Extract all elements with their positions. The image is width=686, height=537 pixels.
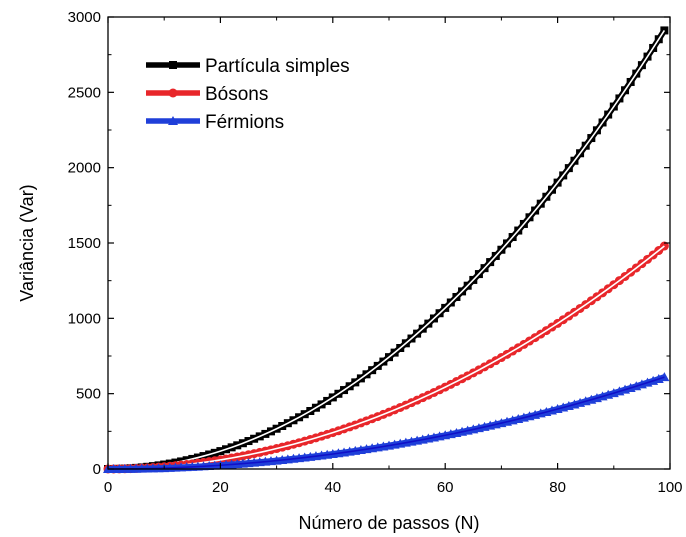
y-tick-label: 2500 [68, 84, 101, 101]
x-tick-label: 20 [212, 479, 229, 496]
fit-line [107, 245, 665, 470]
x-tick-label: 80 [549, 479, 566, 496]
fit-line [107, 29, 666, 470]
legend-label: Férmions [205, 112, 284, 133]
y-tick-label: 1500 [68, 235, 101, 252]
legend-label: Partícula simples [205, 56, 350, 77]
legend-marker [168, 88, 178, 98]
legend: Partícula simples Bósons Férmions [146, 56, 350, 133]
x-tick-label: 40 [324, 479, 341, 496]
y-tick-label: 1000 [68, 310, 101, 327]
y-tick-label: 0 [93, 461, 101, 478]
legend-label: Bósons [205, 84, 268, 105]
legend-marker [169, 61, 177, 69]
x-tick-label: 100 [657, 479, 682, 496]
x-tick-label: 0 [104, 479, 112, 496]
series-1 [103, 241, 669, 474]
data-point [659, 372, 670, 382]
fit-line [107, 376, 665, 470]
series-layer [103, 26, 670, 474]
x-axis-label: Número de passos (N) [298, 513, 479, 533]
y-tick-label: 3000 [68, 9, 101, 26]
y-tick-label: 500 [76, 386, 101, 403]
legend-marker [168, 116, 178, 125]
y-axis-label: Variância (Var) [17, 184, 37, 301]
x-tick-label: 60 [437, 479, 454, 496]
y-tick-label: 2000 [68, 160, 101, 177]
